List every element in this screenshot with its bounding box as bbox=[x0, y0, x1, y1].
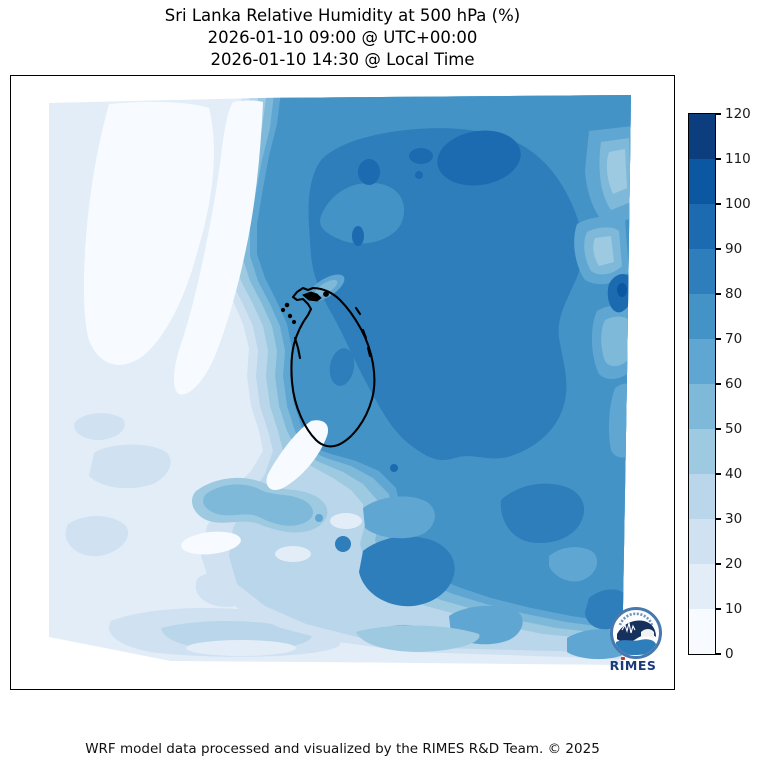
colorbar-tick-mark bbox=[716, 338, 721, 340]
colorbar-tick-label: 90 bbox=[725, 240, 743, 257]
colorbar-tick-mark bbox=[716, 563, 721, 565]
colorbar-tick-mark bbox=[716, 158, 721, 160]
colorbar-tick-mark bbox=[716, 653, 721, 655]
colorbar-segment bbox=[689, 249, 715, 294]
colorbar-tick-mark bbox=[716, 293, 721, 295]
colorbar-tick-mark bbox=[716, 203, 721, 205]
rimes-logo-red-accent bbox=[621, 657, 625, 660]
colorbar-segment bbox=[689, 339, 715, 384]
figure-title: Sri Lanka Relative Humidity at 500 hPa (… bbox=[164, 6, 521, 25]
colorbar-tick-label: 110 bbox=[725, 150, 751, 167]
colorbar-tick-label: 60 bbox=[725, 375, 743, 392]
colorbar-tick-label: 40 bbox=[725, 465, 743, 482]
rimes-logo-graphic bbox=[616, 612, 656, 655]
colorbar-tick-label: 80 bbox=[725, 285, 743, 302]
colorbar-segment bbox=[689, 474, 715, 519]
colorbar-tick-mark bbox=[716, 473, 721, 475]
colorbar-segment bbox=[689, 114, 715, 159]
colorbar-tick-mark bbox=[716, 383, 721, 385]
colorbar-tick-mark bbox=[716, 248, 721, 250]
colorbar-tick-label: 100 bbox=[725, 195, 751, 212]
colorbar-tick-mark bbox=[716, 113, 721, 115]
rimes-logo bbox=[610, 607, 662, 659]
humidity-contour-map bbox=[49, 95, 631, 665]
colorbar: 0 10 20 30 40 50 60 70 80 90 100 110 120 bbox=[688, 106, 751, 661]
map-frame: RIMES bbox=[10, 75, 675, 690]
figure-subtitle-utc: 2026-01-10 09:00 @ UTC+00:00 bbox=[207, 28, 478, 47]
colorbar-segment bbox=[689, 294, 715, 339]
rimes-logo-text: RIMES bbox=[609, 658, 657, 673]
colorbar-segment bbox=[689, 609, 715, 654]
colorbar-tick-mark bbox=[716, 608, 721, 610]
colorbar-tick-label: 20 bbox=[725, 555, 743, 572]
figure-subtitle-local: 2026-01-10 14:30 @ Local Time bbox=[210, 50, 475, 69]
colorbar-segment bbox=[689, 384, 715, 429]
footer-credit: WRF model data processed and visualized … bbox=[85, 741, 600, 757]
colorbar-segments bbox=[689, 114, 715, 654]
contour-field bbox=[49, 95, 631, 665]
colorbar-segment bbox=[689, 519, 715, 564]
colorbar-segment bbox=[689, 429, 715, 474]
colorbar-segment bbox=[689, 159, 715, 204]
colorbar-segment bbox=[689, 204, 715, 249]
colorbar-tick-mark bbox=[716, 518, 721, 520]
colorbar-segment bbox=[689, 564, 715, 609]
colorbar-tick-label: 30 bbox=[725, 510, 743, 527]
colorbar-tick-label: 0 bbox=[725, 645, 734, 662]
figure-title-block: Sri Lanka Relative Humidity at 500 hPa (… bbox=[10, 5, 675, 71]
colorbar-tick-label: 120 bbox=[725, 105, 751, 122]
colorbar-tick-label: 70 bbox=[725, 330, 743, 347]
colorbar-tick-label: 50 bbox=[725, 420, 743, 437]
sri-lanka-coastline bbox=[280, 286, 376, 448]
colorbar-tick-label: 10 bbox=[725, 600, 743, 617]
colorbar-tick-mark bbox=[716, 428, 721, 430]
